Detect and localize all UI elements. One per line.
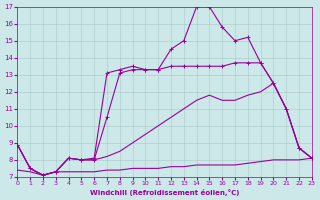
X-axis label: Windchill (Refroidissement éolien,°C): Windchill (Refroidissement éolien,°C)	[90, 189, 239, 196]
